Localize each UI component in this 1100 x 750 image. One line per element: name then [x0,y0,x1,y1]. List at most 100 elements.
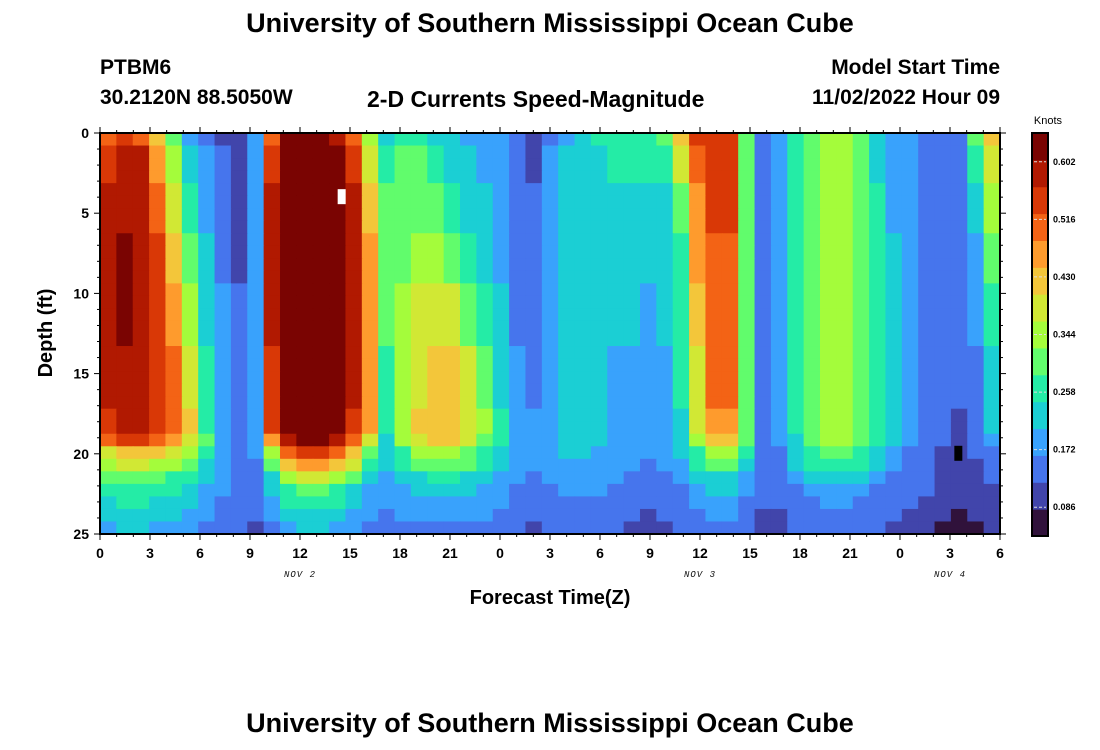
heatmap-cell [378,396,396,410]
heatmap-cell [967,208,985,222]
heatmap-cell [525,170,543,184]
heatmap-cell [345,183,363,197]
heatmap-cell [590,346,608,360]
heatmap-cell [541,383,559,397]
heatmap-cell [214,408,232,422]
heatmap-cell [738,295,756,310]
heatmap-cell [640,220,657,234]
heatmap-cell [460,421,477,435]
x-tick-label: 3 [146,545,154,561]
heatmap-cell [329,208,347,222]
heatmap-cell [329,483,347,498]
heatmap-cell [198,195,216,209]
heatmap-cell [803,458,821,472]
heatmap-cell [983,483,1001,498]
heatmap-cell [165,421,183,435]
heatmap-cell [869,233,887,247]
heatmap-cell [721,396,739,410]
heatmap-cell [394,320,412,335]
heatmap-cell [394,295,412,310]
heatmap-cell [181,208,199,222]
heatmap-cell [869,421,887,435]
heatmap-cell [149,433,167,447]
heatmap-cell [656,133,674,147]
heatmap-cell [558,308,576,322]
heatmap-cell [950,233,968,247]
heatmap-cell [590,483,608,498]
heatmap-cell [721,496,739,510]
heatmap-cell [280,371,297,385]
heatmap-cell [967,408,985,422]
heatmap-cell [607,233,625,247]
heatmap-cell [443,458,461,472]
heatmap-cell [623,458,641,472]
heatmap-cell [394,333,412,347]
heatmap-cell [312,195,330,209]
heatmap-cell [345,483,363,498]
heatmap-cell [214,308,232,322]
heatmap-cell [509,295,527,310]
heatmap-cell [574,508,592,523]
heatmap-cell [492,158,510,172]
heatmap-cell [443,396,461,410]
heatmap-cell [820,408,837,422]
heatmap-cell [509,320,527,335]
heatmap-cell [901,396,919,410]
heatmap-cell [656,208,674,222]
heatmap-cell [836,245,854,259]
heatmap-cell [836,170,854,184]
heatmap-cell [738,421,756,435]
heatmap-cell [656,408,674,422]
heatmap-cell [689,270,707,284]
heatmap-cell [427,508,445,523]
heatmap-cell [247,145,265,159]
heatmap-cell [705,446,723,460]
heatmap-cell [803,408,821,422]
heatmap-cell [132,433,150,447]
heatmap-cell [721,408,739,422]
heatmap-cell [345,270,363,284]
heatmap-cell [705,346,723,360]
heatmap-cell [198,158,216,172]
heatmap-cell [590,408,608,422]
heatmap-cell [803,333,821,347]
heatmap-cell [427,270,445,284]
heatmap-cell [770,371,788,385]
heatmap-cell [443,195,461,209]
heatmap-cell [770,233,788,247]
heatmap-cell [934,258,952,272]
heatmap-cell [230,433,248,447]
heatmap-cell [918,308,936,322]
x-tick-label: 18 [792,545,808,561]
heatmap-cell [443,258,461,272]
heatmap-cell [312,233,330,247]
heatmap-cell [574,408,592,422]
heatmap-cell [427,433,445,447]
heatmap-cell [296,508,314,523]
heatmap-cell [705,145,723,159]
heatmap-cell [967,333,985,347]
heatmap-cell [983,208,1001,222]
heatmap-cell [525,320,543,335]
heatmap-cell [754,521,772,535]
heatmap-cell [427,383,445,397]
heatmap-cell [345,320,363,335]
heatmap-cell [885,158,903,172]
colorbar-frame [1031,132,1049,537]
heatmap-cell [509,133,527,147]
heatmap-cell [770,446,788,460]
heatmap-cell [116,270,134,284]
heatmap-cell [623,521,641,535]
heatmap-cell [345,383,363,397]
heatmap-cell [558,183,576,197]
heatmap-cell [787,245,805,259]
heatmap-cell [918,270,936,284]
heatmap-cell [460,383,477,397]
heatmap-cell [869,396,887,410]
heatmap-cell [361,521,379,535]
heatmap-cell [590,158,608,172]
heatmap-cell [934,383,952,397]
heatmap-cell [672,346,690,360]
colorbar-tick-label: 0.602 [1053,157,1076,167]
heatmap-cell [198,508,216,523]
